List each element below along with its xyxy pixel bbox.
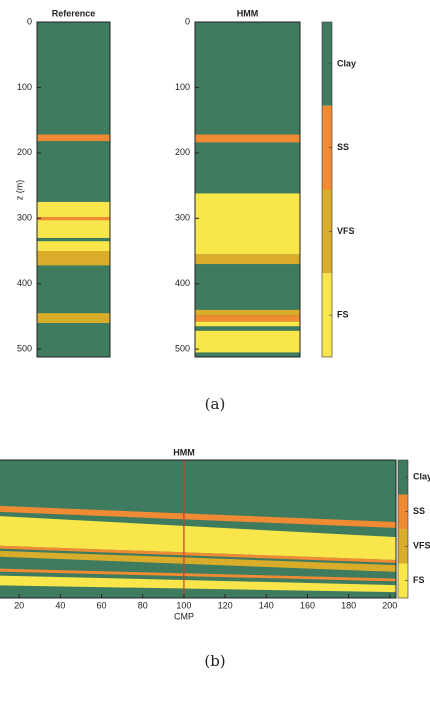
colorbar-label: FS bbox=[413, 575, 425, 585]
y-tick-label: 100 bbox=[175, 82, 190, 92]
x-tick-label: 180 bbox=[341, 600, 356, 610]
layer bbox=[37, 134, 110, 142]
colorbar-label: Clay bbox=[337, 58, 356, 68]
y-tick-label: 300 bbox=[17, 213, 32, 223]
x-tick-label: 40 bbox=[55, 600, 65, 610]
facies-band bbox=[0, 505, 396, 528]
layer bbox=[37, 216, 110, 221]
y-tick-label: 200 bbox=[175, 147, 190, 157]
colorbar-label: FS bbox=[337, 310, 349, 320]
y-tick-label: 400 bbox=[175, 278, 190, 288]
x-axis-label: CMP bbox=[174, 611, 194, 621]
x-tick-label: 60 bbox=[97, 600, 107, 610]
colorbar-label: VFS bbox=[413, 541, 430, 551]
colorbar-segment bbox=[322, 105, 332, 190]
y-tick-label: 0 bbox=[27, 16, 32, 26]
layer bbox=[195, 330, 300, 353]
layer bbox=[37, 251, 110, 266]
layer bbox=[195, 315, 300, 322]
column-title: Reference bbox=[52, 8, 96, 18]
x-tick-label: 140 bbox=[259, 600, 274, 610]
colorbar-segment bbox=[398, 494, 408, 529]
colorbar-label: SS bbox=[337, 142, 349, 152]
colorbar-segment bbox=[398, 563, 408, 598]
chart-title: HMM bbox=[173, 447, 195, 457]
y-tick-label: 300 bbox=[175, 213, 190, 223]
layer bbox=[195, 321, 300, 327]
colorbar-segment bbox=[398, 529, 408, 564]
x-tick-label: 80 bbox=[138, 600, 148, 610]
layer bbox=[195, 309, 300, 316]
x-tick-label: 160 bbox=[300, 600, 315, 610]
layer bbox=[195, 254, 300, 265]
column-background bbox=[195, 22, 300, 357]
colorbar-label: Clay bbox=[413, 472, 430, 482]
y-tick-label: 100 bbox=[17, 82, 32, 92]
column-frame bbox=[194, 21, 301, 358]
colorbar-frame bbox=[321, 21, 333, 358]
colorbar-segment bbox=[322, 22, 332, 106]
colorbar-frame bbox=[397, 459, 409, 599]
layer bbox=[195, 193, 300, 255]
column-background bbox=[37, 22, 110, 357]
y-tick-label: 200 bbox=[17, 147, 32, 157]
colorbar-segment bbox=[322, 189, 332, 274]
x-tick-label: 120 bbox=[218, 600, 233, 610]
facies-band bbox=[0, 568, 396, 582]
colorbar-segment bbox=[322, 273, 332, 357]
column-title: HMM bbox=[237, 8, 259, 18]
column-frame bbox=[36, 21, 111, 358]
panel-label: (a) bbox=[205, 395, 226, 413]
y-tick-label: 0 bbox=[185, 16, 190, 26]
y-tick-label: 500 bbox=[175, 344, 190, 354]
facies-band bbox=[0, 550, 396, 572]
layer bbox=[195, 134, 300, 143]
colorbar-segment bbox=[398, 460, 408, 495]
x-tick-label: 100 bbox=[176, 600, 191, 610]
panel-label: (b) bbox=[204, 652, 225, 670]
x-tick-label: 20 bbox=[14, 600, 24, 610]
y-tick-label: 400 bbox=[17, 278, 32, 288]
x-tick-label: 200 bbox=[382, 600, 397, 610]
facies-band bbox=[0, 516, 396, 560]
y-tick-label: 500 bbox=[17, 344, 32, 354]
colorbar-label: VFS bbox=[337, 226, 355, 236]
y-axis-label: z (m) bbox=[14, 180, 24, 201]
facies-band bbox=[0, 545, 396, 563]
section-frame bbox=[0, 459, 397, 599]
facies-band bbox=[0, 575, 396, 593]
layer bbox=[37, 241, 110, 252]
colorbar-label: SS bbox=[413, 506, 425, 516]
layer bbox=[37, 313, 110, 323]
